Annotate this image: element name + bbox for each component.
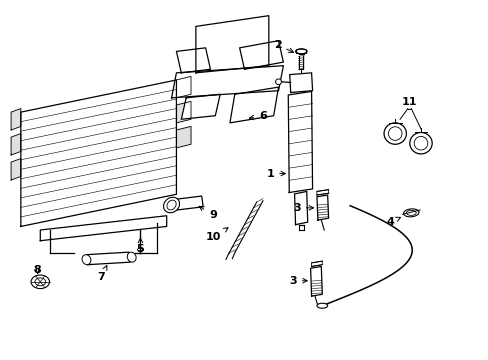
Text: 1: 1: [266, 168, 285, 179]
Polygon shape: [11, 158, 21, 180]
Polygon shape: [11, 134, 21, 155]
Polygon shape: [172, 196, 203, 210]
Ellipse shape: [409, 132, 431, 154]
Polygon shape: [176, 76, 191, 98]
Polygon shape: [316, 190, 328, 195]
Ellipse shape: [403, 209, 418, 217]
Text: 6: 6: [249, 111, 266, 121]
Text: 4: 4: [386, 217, 400, 227]
Ellipse shape: [127, 252, 136, 262]
Ellipse shape: [82, 255, 91, 265]
Text: 3: 3: [293, 203, 313, 213]
Polygon shape: [171, 66, 283, 98]
Polygon shape: [310, 266, 322, 296]
Text: 11: 11: [401, 97, 417, 107]
Polygon shape: [311, 261, 322, 266]
Polygon shape: [316, 195, 328, 220]
Ellipse shape: [316, 303, 327, 308]
Polygon shape: [11, 109, 21, 130]
Polygon shape: [181, 94, 220, 119]
Ellipse shape: [275, 79, 281, 85]
Polygon shape: [287, 91, 312, 193]
Polygon shape: [229, 87, 278, 123]
Text: 8: 8: [33, 265, 41, 275]
Polygon shape: [176, 48, 210, 73]
Polygon shape: [289, 73, 312, 93]
Text: 10: 10: [206, 228, 227, 242]
Ellipse shape: [383, 123, 406, 144]
Text: 3: 3: [289, 276, 306, 286]
Text: 5: 5: [136, 238, 144, 253]
Polygon shape: [239, 41, 283, 69]
Text: 2: 2: [273, 40, 293, 53]
Text: 7: 7: [97, 266, 107, 282]
Polygon shape: [176, 102, 191, 123]
Polygon shape: [40, 216, 166, 241]
Polygon shape: [21, 80, 176, 226]
Text: 9: 9: [199, 206, 216, 220]
Polygon shape: [176, 126, 191, 148]
Polygon shape: [86, 252, 130, 265]
Polygon shape: [196, 16, 268, 73]
Polygon shape: [294, 192, 307, 225]
Ellipse shape: [163, 197, 179, 213]
